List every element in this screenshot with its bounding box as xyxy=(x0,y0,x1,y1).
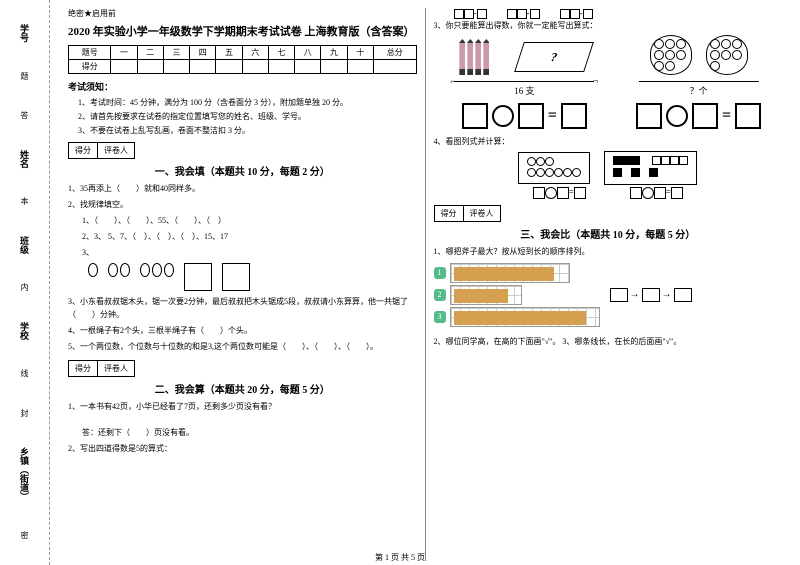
right-column: - - - 3、你只要能算出得数，你就一定能写出算式： ? ⌐¬ 16 支 = xyxy=(426,8,791,561)
count-label: ？个 xyxy=(636,84,761,97)
notice-item: 3、不要在试卷上乱写乱画，卷面不整洁扣 3 分。 xyxy=(78,124,417,138)
binding-char: 题 xyxy=(21,71,29,82)
calc-equations: = = xyxy=(434,187,783,199)
question: 5、一个两位数，个位数与十位数的和是3,这个两位数可能是（ ）、（ ）、（ ）。 xyxy=(68,340,417,353)
question: 3、小东看叔叔锯木头，锯一次要2分钟，最后叔叔把木头锯成5段，叔叔请小东算算，他… xyxy=(68,295,417,321)
grade-box: 得分 评卷人 xyxy=(434,205,501,222)
binding-margin: 学号 题 答 姓名 本 班级 内 学校 线 封 乡镇（街道） 密 xyxy=(0,0,50,565)
pattern-ovals xyxy=(88,263,417,291)
circles-diagram xyxy=(636,35,761,75)
secret-label: 绝密★启用前 xyxy=(68,8,417,19)
page-footer: 第 1 页 共 5 页 xyxy=(0,552,800,563)
binding-char: 线 xyxy=(21,368,29,379)
question-sub: 2、3、 5、7、（ ）、（ ）、（ ）、15、17 xyxy=(82,230,417,243)
question: 4、一根绳子有2个头，三根半绳子有（ ）个头。 xyxy=(68,324,417,337)
section-title-1: 一、我会填（本题共 10 分，每题 2 分） xyxy=(68,163,417,178)
grade-reviewer: 评卷人 xyxy=(98,143,134,158)
exam-title: 2020 年实验小学一年级数学下学期期末考试试卷 上海教育版（含答案） xyxy=(68,23,417,39)
blank-square xyxy=(222,263,250,291)
grade-box: 得分 评卷人 xyxy=(68,360,135,377)
eraser-icon: ? xyxy=(514,42,594,72)
binding-char: 本 xyxy=(21,196,29,207)
count-label: 16 支 xyxy=(454,84,594,97)
binding-label: 乡镇（街道） xyxy=(18,447,31,501)
question: 3、你只要能算出得数，你就一定能写出算式： xyxy=(434,19,783,32)
question: 1、一本书有42页，小华已经看了7页，还剩多少页没有看？ xyxy=(68,400,417,413)
equation-row: = xyxy=(636,103,761,129)
notice-list: 1、考试时间：45 分钟，满分为 100 分（含卷面分 3 分），附加题单独 2… xyxy=(68,96,417,138)
page-content: 绝密★启用前 2020 年实验小学一年级数学下学期期末考试试卷 上海教育版（含答… xyxy=(50,0,800,565)
notice-item: 1、考试时间：45 分钟，满分为 100 分（含卷面分 3 分），附加题单独 2… xyxy=(78,96,417,110)
question: 4、看图列式并计算： xyxy=(434,135,783,148)
wrench-diagram: 1 2 3 xyxy=(434,261,600,329)
binding-label: 班级 xyxy=(18,236,31,254)
question: 2、写出四道得数是5的算式： xyxy=(68,442,417,455)
section-title-3: 三、我会比（本题共 10 分，每题 5 分） xyxy=(434,226,783,241)
binding-label: 姓名 xyxy=(18,150,31,168)
blank-square xyxy=(184,263,212,291)
grade-box: 得分 评卷人 xyxy=(68,142,135,159)
binding-char: 内 xyxy=(21,282,29,293)
binding-char: 答 xyxy=(21,110,29,121)
question: 1、35再添上（ ）就和40同样多。 xyxy=(68,182,417,195)
binding-label: 学号 xyxy=(18,24,31,42)
order-boxes: →→ xyxy=(610,288,692,302)
blank-equations: - - - xyxy=(454,8,783,19)
question: 2、找规律填空。 xyxy=(68,198,417,211)
question-sub: 1、（ ）、（ ）、55、（ ）、（ ） xyxy=(82,214,417,227)
question-sub: 3、 xyxy=(82,246,417,259)
question: 2、哪位同学高，在高的下面画"√"。 3、哪条线长，在长的后面画"√"。 xyxy=(434,335,783,348)
notice-title: 考试须知： xyxy=(68,80,417,93)
left-column: 绝密★启用前 2020 年实验小学一年级数学下学期期末考试试卷 上海教育版（含答… xyxy=(60,8,425,561)
table-row: 得分 xyxy=(69,60,417,74)
calc-diagrams xyxy=(434,151,783,185)
notice-item: 2、请首先按要求在试卷的指定位置填写您的姓名、班级、学号。 xyxy=(78,110,417,124)
binding-char: 封 xyxy=(21,408,29,419)
equation-row: = xyxy=(454,103,594,129)
table-row: 题号 一 二 三 四 五 六 七 八 九 十 总分 xyxy=(69,46,417,60)
binding-char: 密 xyxy=(21,530,29,541)
answer-line: 答：还剩下（ ）页没有看。 xyxy=(82,426,417,439)
score-table: 题号 一 二 三 四 五 六 七 八 九 十 总分 得分 xyxy=(68,45,417,74)
question: 1、哪把斧子最大？按从短到长的顺序排列。 xyxy=(434,245,783,258)
pencil-eraser-diagram: ? xyxy=(454,39,594,75)
binding-label: 学校 xyxy=(18,322,31,340)
section-title-2: 二、我会算（本题共 20 分，每题 5 分） xyxy=(68,381,417,396)
grade-score: 得分 xyxy=(69,143,98,158)
